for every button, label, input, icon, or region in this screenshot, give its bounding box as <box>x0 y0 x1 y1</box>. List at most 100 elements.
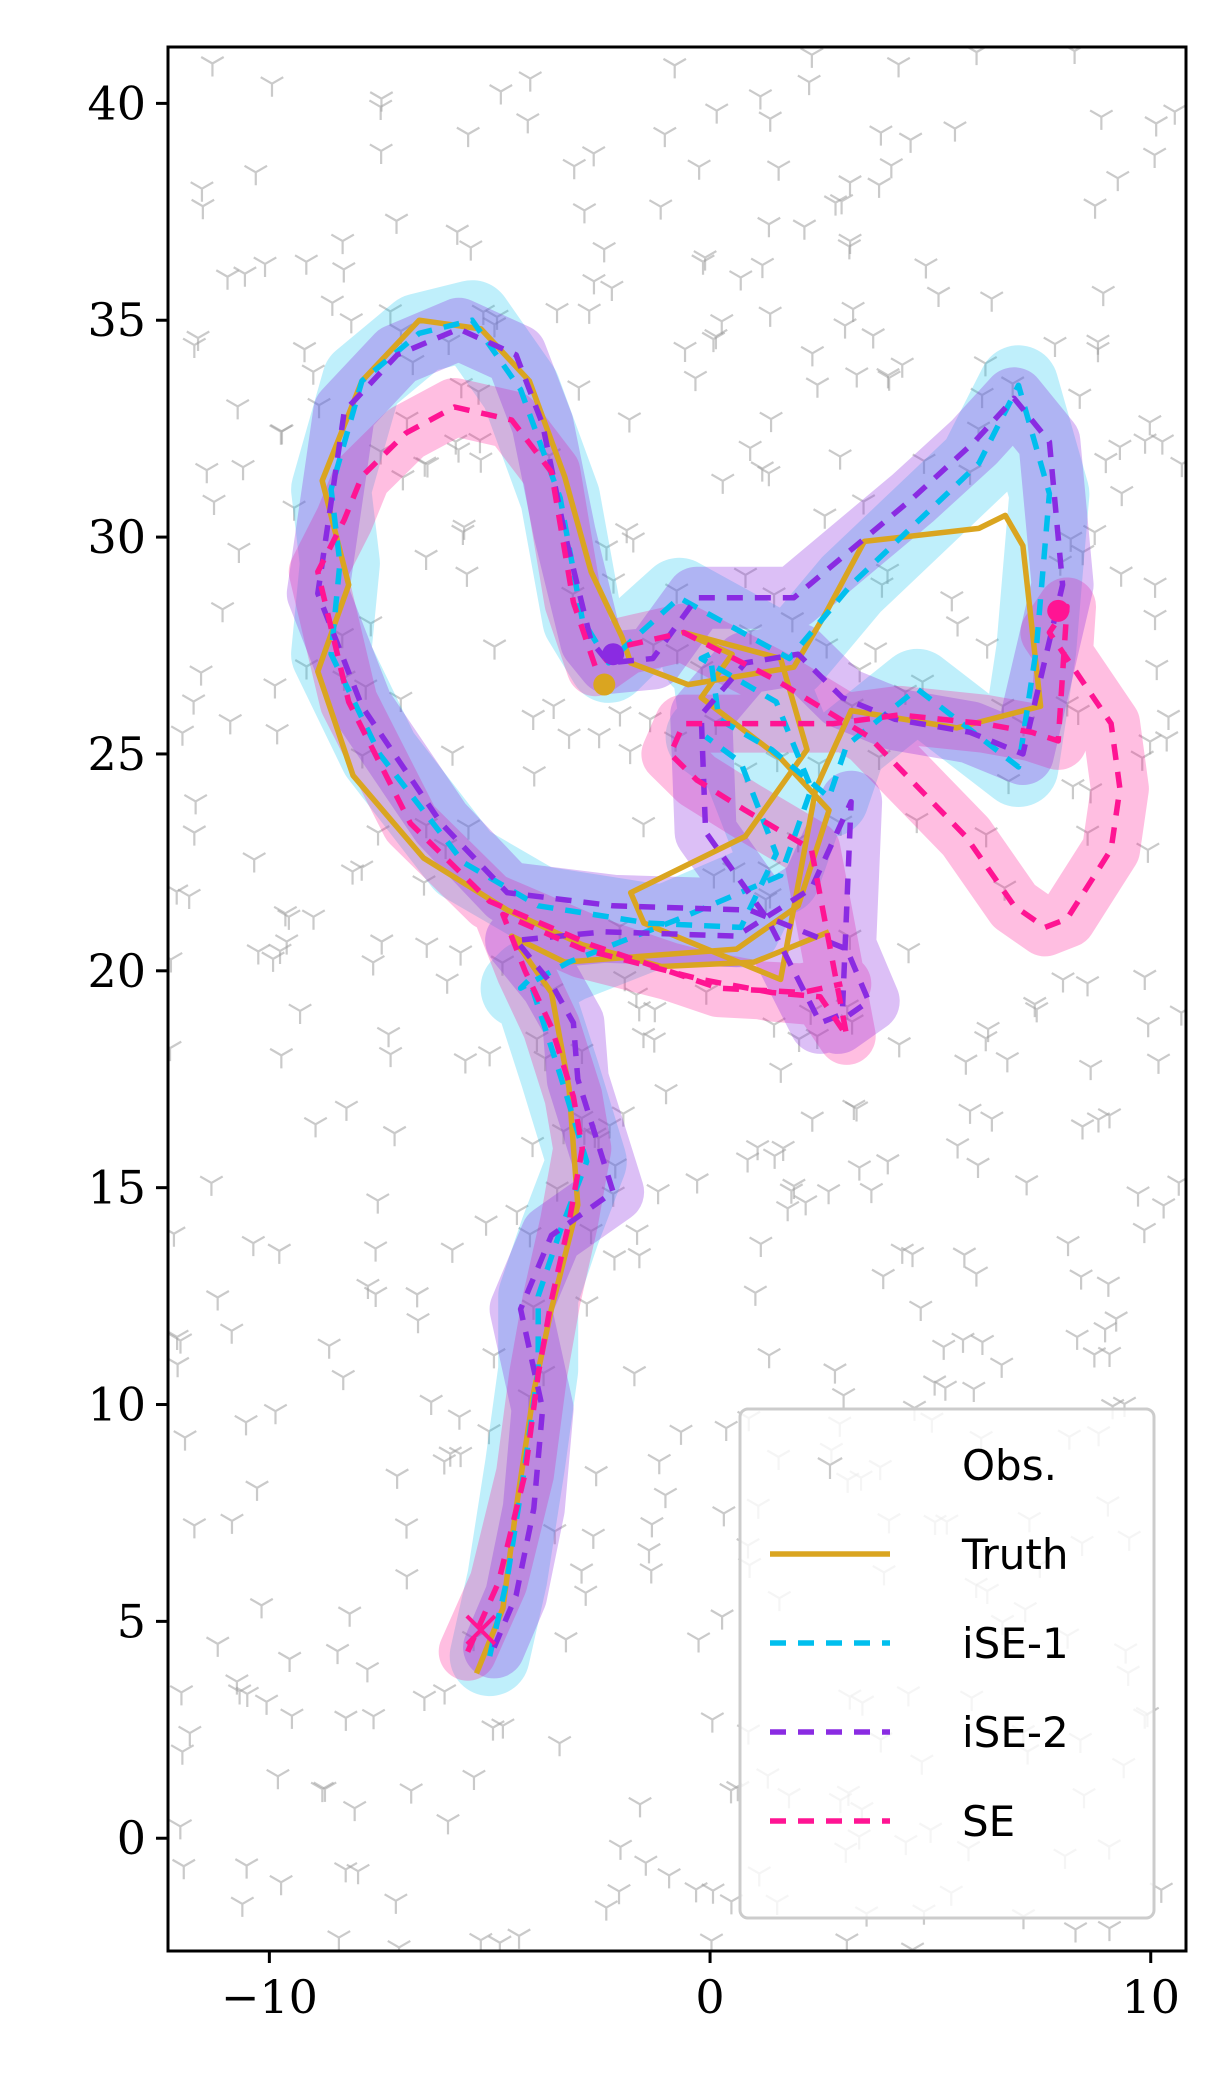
observation-marker <box>890 357 915 378</box>
observation-marker <box>1169 1005 1186 1026</box>
observation-marker <box>980 1111 1004 1132</box>
observation-marker <box>414 937 439 958</box>
observation-marker <box>234 1858 259 1879</box>
observation-marker <box>449 377 474 399</box>
observation-marker <box>363 1241 388 1262</box>
observation-marker <box>653 126 677 148</box>
observation-marker <box>608 1839 633 1860</box>
observation-marker <box>181 694 206 715</box>
observation-marker <box>594 540 619 561</box>
observation-marker <box>738 623 763 645</box>
observation-marker <box>704 103 729 124</box>
observation-marker <box>339 312 364 334</box>
observation-marker <box>898 132 923 153</box>
observation-marker <box>482 1347 506 1369</box>
observation-marker <box>414 549 438 570</box>
observation-marker <box>378 1046 403 1068</box>
observation-marker <box>182 825 207 846</box>
observation-marker <box>829 193 854 215</box>
observation-marker <box>448 945 473 966</box>
observation-marker <box>280 1708 304 1729</box>
observation-marker <box>469 452 493 473</box>
observation-marker <box>1051 972 1075 993</box>
observation-marker <box>847 661 872 683</box>
observation-marker <box>1142 147 1167 168</box>
observation-marker <box>657 1867 681 1889</box>
observation-marker <box>975 638 999 659</box>
y-tick-label: 25 <box>87 727 146 781</box>
observation-marker <box>168 1333 193 1354</box>
observation-marker <box>577 303 602 324</box>
observation-marker <box>1063 1921 1088 1943</box>
observation-marker <box>405 1286 429 1308</box>
observation-marker <box>482 316 507 338</box>
observation-marker <box>844 367 869 388</box>
observation-marker <box>712 1505 736 1527</box>
end-marker-se <box>1047 599 1070 622</box>
observation-marker <box>647 1453 672 1475</box>
observation-marker <box>294 254 319 275</box>
observation-marker <box>266 1768 290 1790</box>
observation-marker <box>805 1028 830 1050</box>
observation-marker <box>1156 709 1181 730</box>
observation-marker <box>945 1137 970 1159</box>
observation-marker <box>640 1516 664 1538</box>
end-marker-truth <box>593 673 616 696</box>
observation-marker <box>587 727 611 749</box>
observation-marker <box>356 1278 380 1300</box>
x-tick-label: 0 <box>695 1970 724 2024</box>
observation-marker <box>800 47 824 68</box>
observation-marker <box>1067 388 1092 409</box>
observation-marker <box>989 1357 1014 1378</box>
observation-marker <box>340 864 365 885</box>
x-tick-label: −10 <box>221 1970 318 2024</box>
observation-marker <box>823 1363 847 1384</box>
observation-marker <box>600 280 624 301</box>
observation-marker <box>757 465 781 487</box>
observation-marker <box>828 449 852 470</box>
observation-marker <box>617 412 642 433</box>
observation-marker <box>1066 704 1091 726</box>
observation-marker <box>1097 1346 1122 1368</box>
observation-marker <box>310 1781 335 1803</box>
observation-marker <box>582 273 606 295</box>
observation-marker <box>440 1242 465 1263</box>
observation-marker <box>685 1173 709 1194</box>
observation-marker <box>851 494 876 515</box>
observation-marker <box>169 1684 194 1706</box>
observation-marker <box>557 728 581 749</box>
observation-marker <box>954 1054 978 1075</box>
observation-marker <box>170 725 195 746</box>
observation-marker <box>1086 334 1110 355</box>
observation-marker <box>693 250 717 271</box>
observation-marker <box>573 1585 598 1606</box>
observation-marker <box>611 1106 636 1127</box>
observation-marker <box>900 1942 925 1951</box>
observation-marker <box>714 1420 739 1442</box>
y-tick-label: 40 <box>87 76 146 130</box>
observation-marker <box>710 1609 734 1630</box>
observation-marker <box>202 494 226 515</box>
observation-marker <box>1065 1329 1089 1350</box>
observation-marker <box>1083 198 1107 219</box>
observation-marker <box>631 1027 656 1049</box>
observation-marker <box>931 1339 956 1360</box>
observation-marker <box>545 302 569 324</box>
observation-marker <box>875 1153 900 1175</box>
observation-marker <box>792 219 817 240</box>
observation-marker <box>455 566 479 587</box>
observation-marker <box>334 1100 359 1121</box>
observation-marker <box>474 1215 498 1236</box>
observation-marker <box>249 1597 274 1619</box>
observation-marker <box>757 1347 781 1369</box>
observation-marker <box>835 1933 859 1951</box>
observation-marker <box>859 1182 884 1204</box>
observation-marker <box>260 76 284 97</box>
observation-marker <box>327 1930 351 1951</box>
observation-marker <box>547 1735 572 1757</box>
observation-marker <box>639 1563 664 1584</box>
observation-marker <box>750 257 775 279</box>
observation-marker <box>231 459 255 481</box>
observation-marker <box>753 891 778 913</box>
observation-marker <box>775 1200 800 1222</box>
